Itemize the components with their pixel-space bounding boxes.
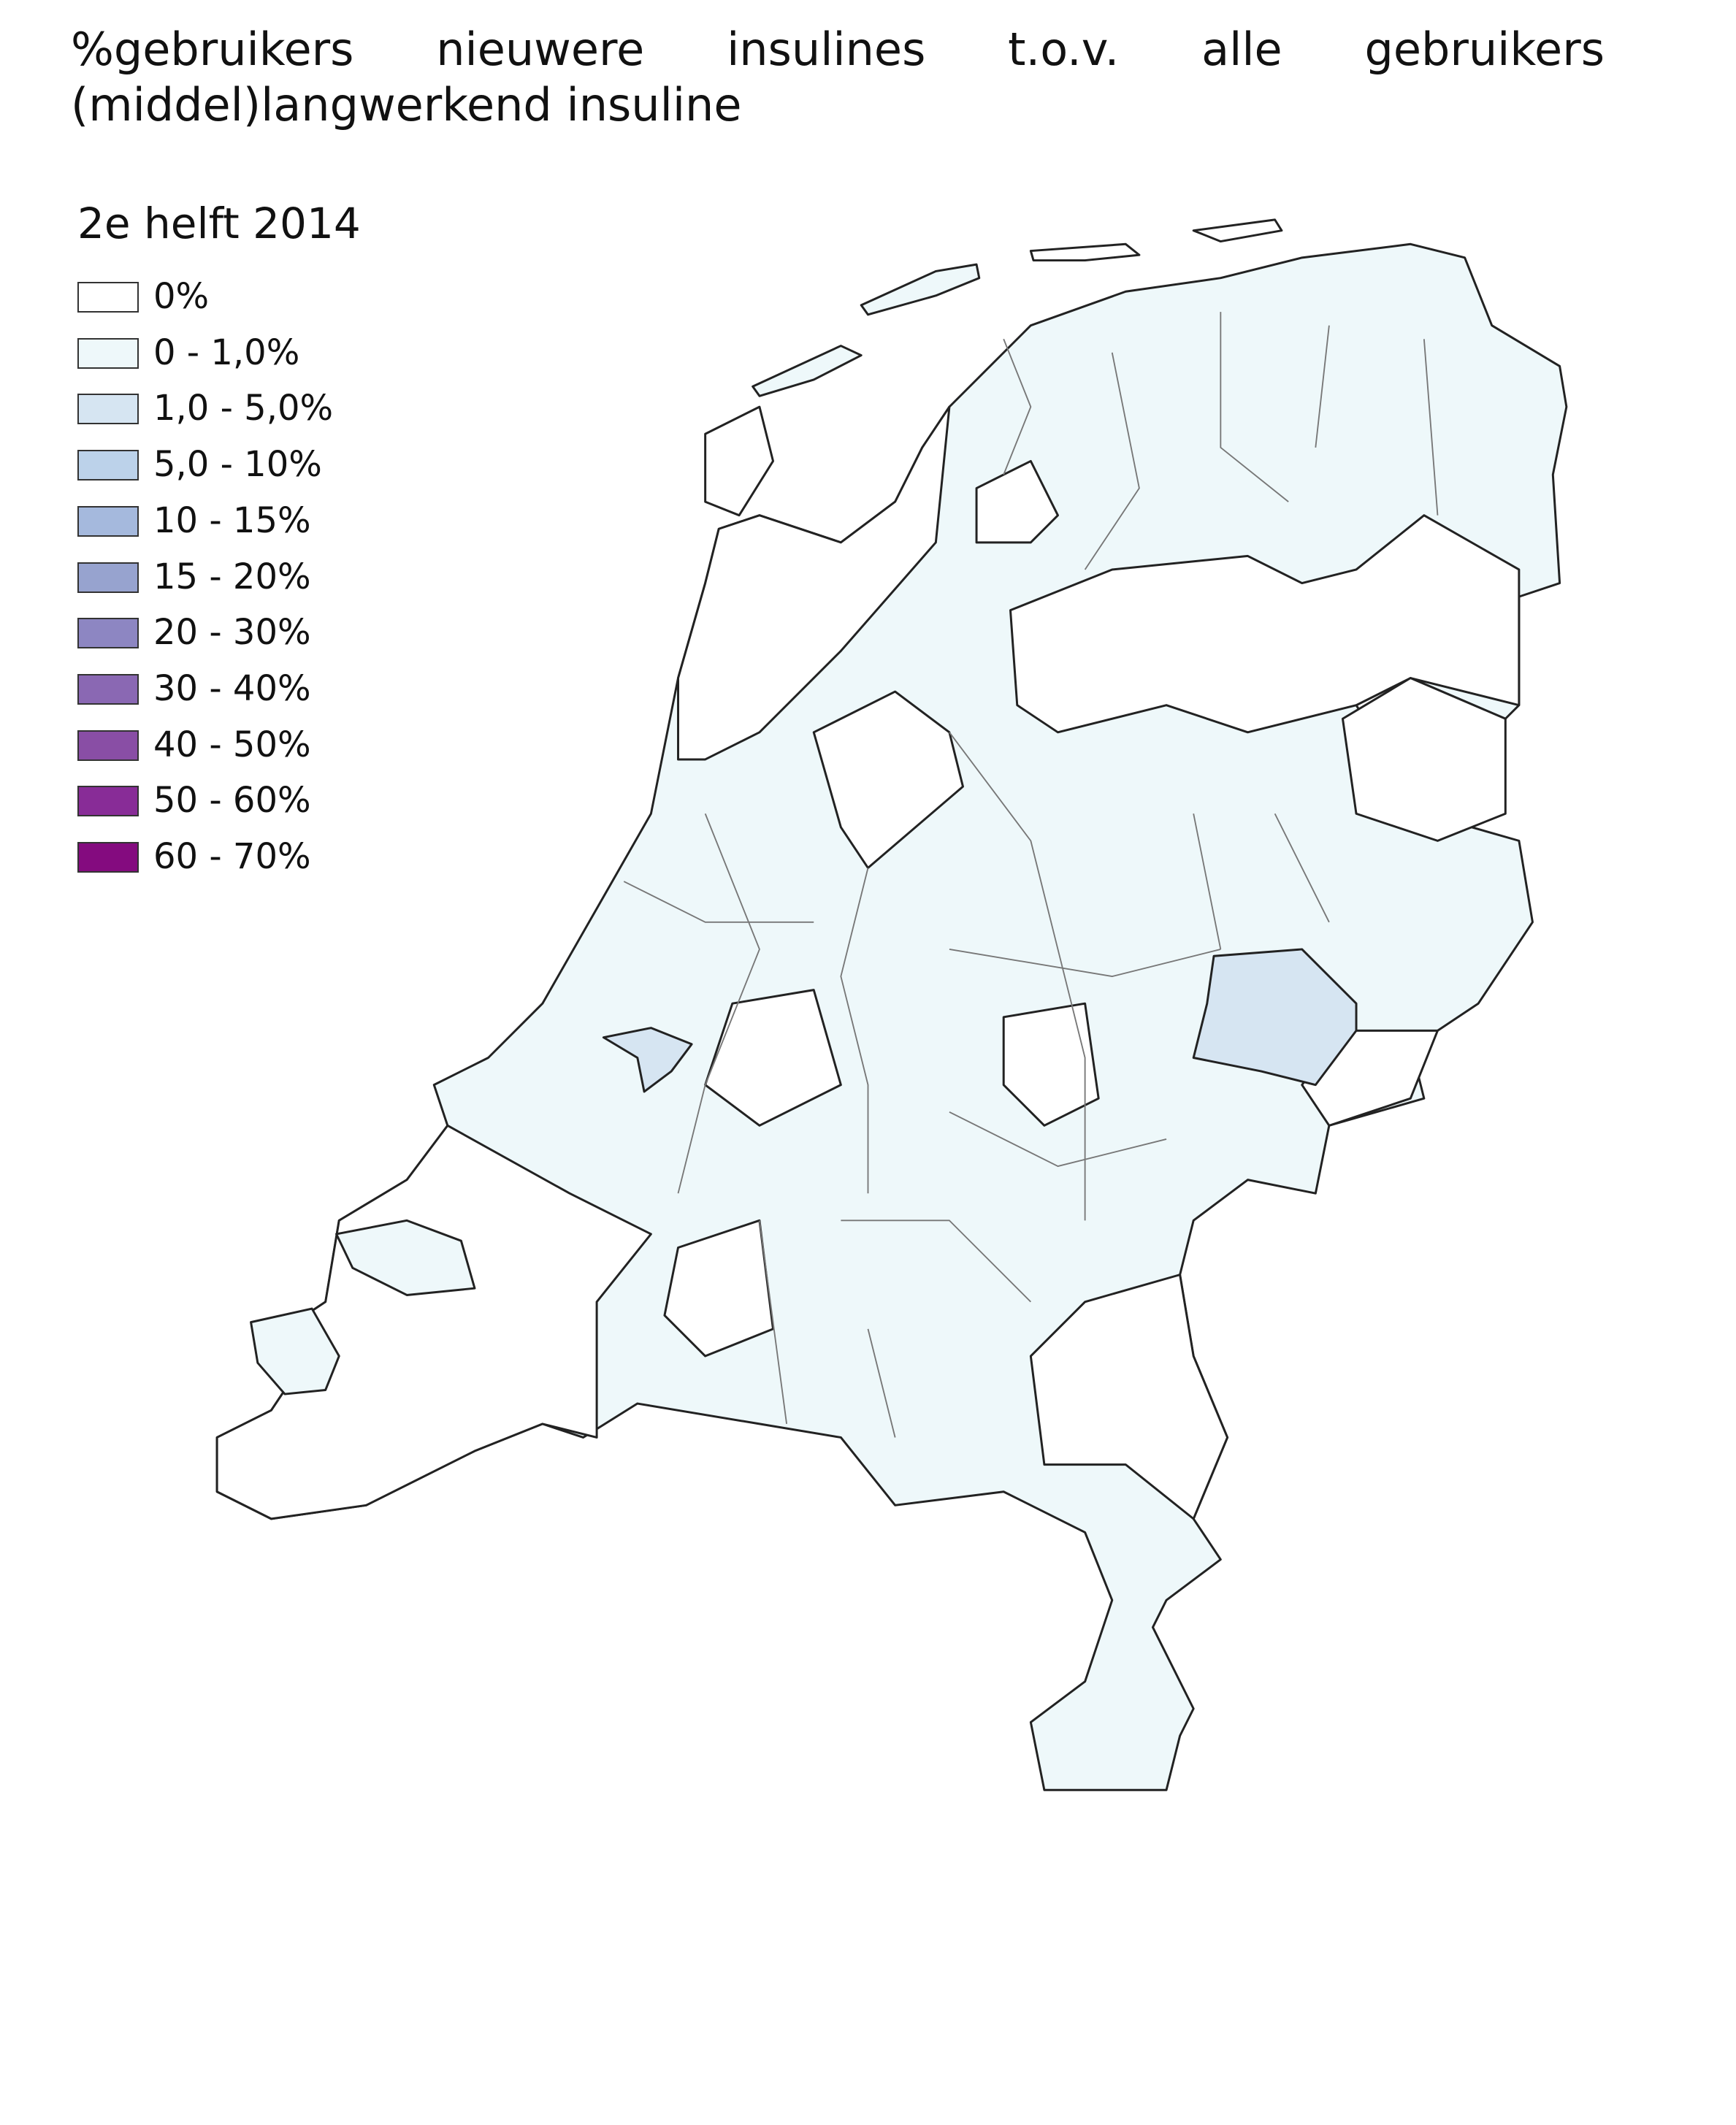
legend-swatch: [77, 394, 139, 425]
region: [1029, 1274, 1229, 1520]
legend-label: 0 - 1,0%: [153, 332, 300, 373]
legend-swatch: [77, 673, 139, 705]
legend-item: 0 - 1,0%: [77, 332, 516, 373]
legend-label: 10 - 15%: [153, 499, 311, 541]
island: [752, 345, 863, 397]
legend-label: 50 - 60%: [153, 780, 311, 822]
boundary: [623, 312, 1439, 1438]
island: [250, 1307, 340, 1395]
legend-item: 30 - 40%: [77, 668, 516, 709]
region: [602, 1027, 693, 1093]
legend-item: 10 - 15%: [77, 500, 516, 541]
legend-swatch: [77, 337, 139, 369]
legend-swatch: [77, 842, 139, 873]
island: [704, 405, 774, 517]
region: [975, 459, 1059, 544]
region: [663, 1219, 774, 1358]
legend-swatch: [77, 282, 139, 313]
legend-swatch: [77, 450, 139, 481]
island: [335, 1219, 476, 1296]
legend-label: 1,0 - 5,0%: [153, 388, 334, 429]
region: [677, 405, 951, 761]
region: [1192, 948, 1358, 1087]
legend-swatch: [77, 730, 139, 761]
legend-label: 15 - 20%: [153, 556, 311, 597]
legend-item: 5,0 - 10%: [77, 444, 516, 485]
legend-label: 30 - 40%: [153, 667, 311, 709]
legend-label: 0%: [153, 276, 210, 317]
legend-label: 5,0 - 10%: [153, 444, 322, 486]
legend-swatch: [77, 786, 139, 817]
island: [1192, 218, 1283, 243]
legend-title: 2e helft 2014: [77, 199, 361, 248]
island: [860, 263, 981, 316]
legend-item: 60 - 70%: [77, 836, 516, 877]
legend-swatch: [77, 618, 139, 649]
legend-item: 15 - 20%: [77, 556, 516, 597]
legend-label: 60 - 70%: [153, 836, 311, 877]
island: [1029, 242, 1141, 262]
region: [1341, 677, 1507, 842]
legend-swatch: [77, 562, 139, 593]
legend-item: 1,0 - 5,0%: [77, 388, 516, 429]
legend-item: 0%: [77, 276, 516, 317]
region: [1009, 514, 1521, 734]
legend-item: 20 - 30%: [77, 612, 516, 653]
legend-item: 50 - 60%: [77, 780, 516, 821]
region: [812, 690, 964, 870]
legend-label: 20 - 30%: [153, 612, 311, 654]
region: [704, 989, 842, 1127]
legend-swatch: [77, 505, 139, 537]
legend-item: 40 - 50%: [77, 724, 516, 765]
map-title: %gebruikers nieuwere insulines t.o.v. al…: [71, 23, 1605, 131]
legend-label: 40 - 50%: [153, 724, 311, 765]
